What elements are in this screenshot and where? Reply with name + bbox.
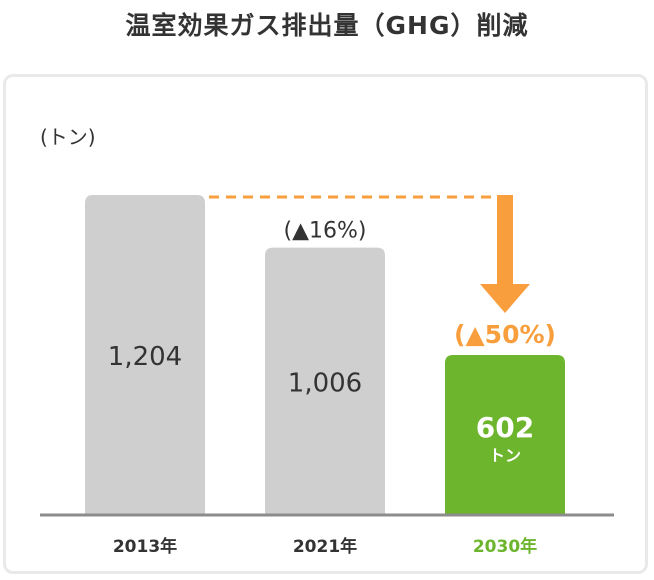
reduction-arrow — [480, 195, 530, 313]
data-label-1: 1,204 — [108, 342, 182, 372]
reduction-label-2: (▲16%) — [284, 219, 367, 244]
bar-3 — [445, 355, 565, 515]
x-tick-label-1: 2013年 — [113, 536, 177, 557]
y-unit-label: (トン) — [40, 125, 96, 149]
data-label-2: 1,006 — [288, 368, 362, 398]
x-tick-label-2: 2021年 — [293, 536, 357, 557]
bar-2 — [265, 247, 385, 516]
bar-1 — [85, 195, 205, 515]
data-label-unit: トン — [489, 446, 521, 465]
reduction-label-3: (▲50%) — [454, 320, 556, 349]
chart-title: 温室効果ガス排出量（GHG）削減 — [125, 11, 529, 40]
data-label-3: 602 — [476, 411, 534, 444]
x-tick-label-3: 2030年 — [473, 536, 537, 557]
